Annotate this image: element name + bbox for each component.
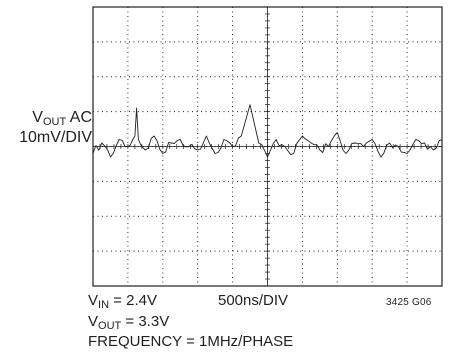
vin-label-subscript: IN	[98, 299, 110, 311]
vout-label: VOUT = 3.3V	[88, 313, 169, 335]
ripple-trace	[92, 104, 443, 158]
y-axis-label: VOUT AC	[32, 108, 92, 132]
y-axis-label-ac: AC	[66, 109, 92, 126]
y-axis-label-subscript: OUT	[42, 116, 67, 128]
x-axis-scale: 500ns/DIV	[218, 292, 289, 309]
frequency-label: FREQUENCY = 1MHz/PHASE	[88, 333, 294, 350]
figure-code: 3425 G06	[386, 297, 432, 308]
vin-label: VIN = 2.4V	[88, 292, 157, 314]
y-axis-label-v: V	[32, 109, 43, 126]
vout-label-v: V	[88, 313, 99, 330]
vin-label-v: V	[88, 292, 99, 309]
vout-label-subscript: OUT	[98, 320, 122, 332]
y-axis-scale: 10mV/DIV	[19, 129, 92, 146]
vin-label-value: = 2.4V	[109, 292, 157, 309]
vout-label-value: = 3.3V	[121, 313, 170, 330]
